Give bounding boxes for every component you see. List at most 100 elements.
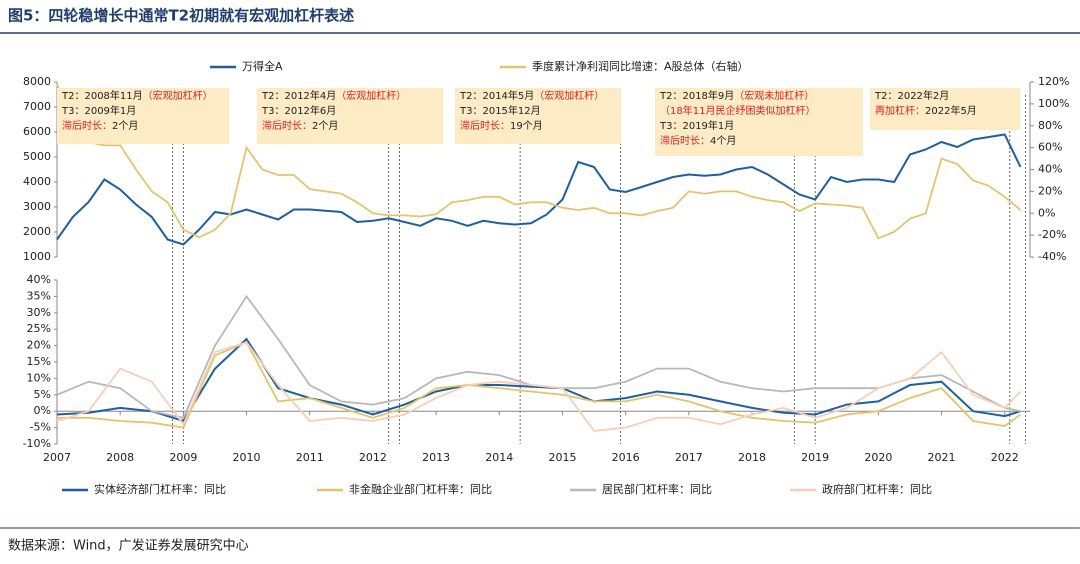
x-tick-label: 2008 <box>106 451 134 464</box>
annotation-text: T2：2022年2月 <box>874 89 949 102</box>
annotation-box <box>455 88 621 144</box>
annotation-box <box>870 88 1020 130</box>
x-tick-label: 2011 <box>296 451 324 464</box>
annotation-segment: （18年11月民企纾困类似加杠杆） <box>660 104 815 117</box>
y-tick-label: 40% <box>27 273 51 286</box>
series-line <box>56 294 1021 419</box>
y-tick-label: 1000 <box>23 250 51 263</box>
legend-label: 万得全A <box>242 59 283 73</box>
legend-label: 季度累计净利润同比增速：A股总体（右轴） <box>532 59 749 73</box>
annotation-segment: （宏观未加杠杆） <box>734 89 814 102</box>
legend-label: 非金融企业部门杠杆率：同比 <box>349 482 492 496</box>
x-tick-label: 2022 <box>991 451 1019 464</box>
series-line <box>56 341 1022 432</box>
annotation-text: （18年11月民企纾困类似加杠杆） <box>660 104 815 117</box>
annotation-box <box>257 88 443 144</box>
annotation-segment: T3：2015年12月 <box>459 104 541 117</box>
y-tick-label: 10% <box>27 371 51 384</box>
y-tick-label: 5000 <box>23 150 51 163</box>
annotation-box <box>57 88 229 144</box>
x-tick-label: 2021 <box>928 451 956 464</box>
y-tick-label: 4000 <box>23 175 51 188</box>
annotation-text: T3：2012年6月 <box>261 104 336 117</box>
annotation-segment: 19个月 <box>510 120 543 132</box>
series-line <box>56 337 1021 423</box>
x-tick-label: 2017 <box>675 451 703 464</box>
annotation-text: 滞后时长：19个月 <box>460 120 543 132</box>
annotation-segment: T2：2022年2月 <box>874 89 949 102</box>
x-tick-label: 2010 <box>233 451 261 464</box>
x-tick-label: 2012 <box>359 451 387 464</box>
y2-tick-label: 0% <box>1038 206 1055 219</box>
annotation-segment: （宏观加杠杆） <box>534 89 604 102</box>
annotation-segment: T2：2018年9月 <box>659 89 734 102</box>
y-tick-label: -10% <box>23 437 51 450</box>
legend-label: 政府部门杠杆率：同比 <box>822 482 932 496</box>
annotation-segment: T2：2014年5月 <box>459 89 534 102</box>
annotation-text: T2：2012年4月（宏观加杠杆） <box>261 89 406 102</box>
annotation-segment: 再加杠杆： <box>875 104 925 117</box>
annotation-text: T3：2009年1月 <box>61 104 136 117</box>
y-tick-label: 5% <box>34 388 51 401</box>
y2-tick-label: -40% <box>1038 250 1066 263</box>
series-line <box>56 133 1022 246</box>
y-tick-label: 7000 <box>23 100 51 113</box>
annotation-segment: （宏观加杠杆） <box>143 89 213 102</box>
annotation-segment: 2个月 <box>112 120 138 132</box>
annotation-box <box>655 88 863 156</box>
y-tick-label: 8000 <box>23 75 51 88</box>
x-tick-label: 2019 <box>801 451 829 464</box>
x-tick-label: 2016 <box>612 451 640 464</box>
y-tick-label: 20% <box>27 339 51 352</box>
annotation-segment: 滞后时长： <box>62 120 112 132</box>
y2-tick-label: 60% <box>1038 141 1062 154</box>
y2-tick-label: -20% <box>1038 228 1066 241</box>
y-tick-label: 15% <box>27 355 51 368</box>
annotation-segment: （宏观加杠杆） <box>336 89 406 102</box>
x-tick-label: 2007 <box>43 451 71 464</box>
annotation-text: 滞后时长：2个月 <box>62 120 138 132</box>
y-tick-label: 6000 <box>23 125 51 138</box>
legend-label: 居民部门杠杆率：同比 <box>602 482 712 496</box>
y-tick-label: 3000 <box>23 200 51 213</box>
x-tick-label: 2020 <box>864 451 892 464</box>
annotation-segment: 滞后时长： <box>460 120 510 132</box>
annotation-segment: T2：2008年11月 <box>61 89 143 102</box>
annotation-text: 滞后时长：2个月 <box>262 120 338 132</box>
annotation-segment: T3：2012年6月 <box>261 104 336 117</box>
legend-label: 实体经济部门杠杆率：同比 <box>94 482 226 496</box>
annotation-text: T3：2019年1月 <box>659 119 734 132</box>
x-tick-label: 2015 <box>548 451 576 464</box>
y2-tick-label: 80% <box>1038 119 1062 132</box>
x-tick-label: 2013 <box>422 451 450 464</box>
y-tick-label: 2000 <box>23 225 51 238</box>
annotation-segment: T3：2019年1月 <box>659 119 734 132</box>
annotation-text: 滞后时长：4个月 <box>660 135 736 147</box>
y2-tick-label: 100% <box>1038 97 1069 110</box>
annotation-segment: 2个月 <box>312 120 338 132</box>
y2-tick-label: 120% <box>1038 75 1069 88</box>
annotation-segment: 2022年5月 <box>925 104 977 117</box>
y2-tick-label: 40% <box>1038 163 1062 176</box>
annotation-text: T2：2008年11月（宏观加杠杆） <box>61 89 213 102</box>
annotation-text: T3：2015年12月 <box>459 104 541 117</box>
series-line <box>56 83 1022 240</box>
annotation-segment: 滞后时长： <box>660 135 710 147</box>
series-line <box>57 341 1022 429</box>
y2-tick-label: 20% <box>1038 184 1062 197</box>
annotation-text: T2：2018年9月（宏观未加杠杆） <box>659 89 814 102</box>
annotation-segment: T3：2009年1月 <box>61 104 136 117</box>
y-tick-label: -5% <box>30 421 51 434</box>
x-tick-label: 2018 <box>738 451 766 464</box>
x-tick-label: 2009 <box>169 451 197 464</box>
page-title: 图5：四轮稳增长中通常T2初期就有宏观加杠杆表述 <box>8 7 354 25</box>
y-tick-label: 30% <box>27 306 51 319</box>
x-tick-label: 2014 <box>485 451 513 464</box>
y-tick-label: 0% <box>34 404 51 417</box>
annotation-text: T2：2014年5月（宏观加杠杆） <box>459 89 604 102</box>
annotation-segment: 滞后时长： <box>262 120 312 132</box>
annotation-segment: T2：2012年4月 <box>261 89 336 102</box>
source: 数据来源：Wind，广发证券发展研究中心 <box>8 538 249 554</box>
annotation-text: 再加杠杆：2022年5月 <box>875 104 977 117</box>
